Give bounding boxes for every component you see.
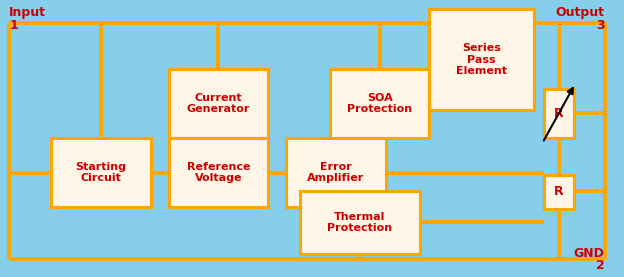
Text: Current
Generator: Current Generator [187, 93, 250, 114]
Text: Starting
Circuit: Starting Circuit [76, 162, 127, 183]
Text: Series
Pass
Element: Series Pass Element [456, 43, 507, 76]
Bar [300, 191, 419, 254]
Bar [330, 69, 429, 138]
Text: R: R [554, 107, 563, 120]
Bar [168, 138, 268, 207]
Text: Input: Input [9, 6, 46, 19]
Text: Thermal
Protection: Thermal Protection [327, 212, 392, 234]
Bar [168, 69, 268, 138]
Bar [51, 138, 151, 207]
Text: Error
Amplifier: Error Amplifier [307, 162, 364, 183]
Text: SOA
Protection: SOA Protection [347, 93, 412, 114]
Text: 3: 3 [596, 19, 605, 32]
Text: 1: 1 [9, 19, 18, 32]
Text: Reference
Voltage: Reference Voltage [187, 162, 250, 183]
Bar [429, 9, 534, 110]
Text: Output: Output [556, 6, 605, 19]
Text: R: R [554, 186, 563, 198]
Bar [544, 175, 574, 209]
Text: 2: 2 [596, 259, 605, 272]
Bar [544, 89, 574, 138]
Text: GND: GND [574, 247, 605, 260]
Bar [286, 138, 386, 207]
